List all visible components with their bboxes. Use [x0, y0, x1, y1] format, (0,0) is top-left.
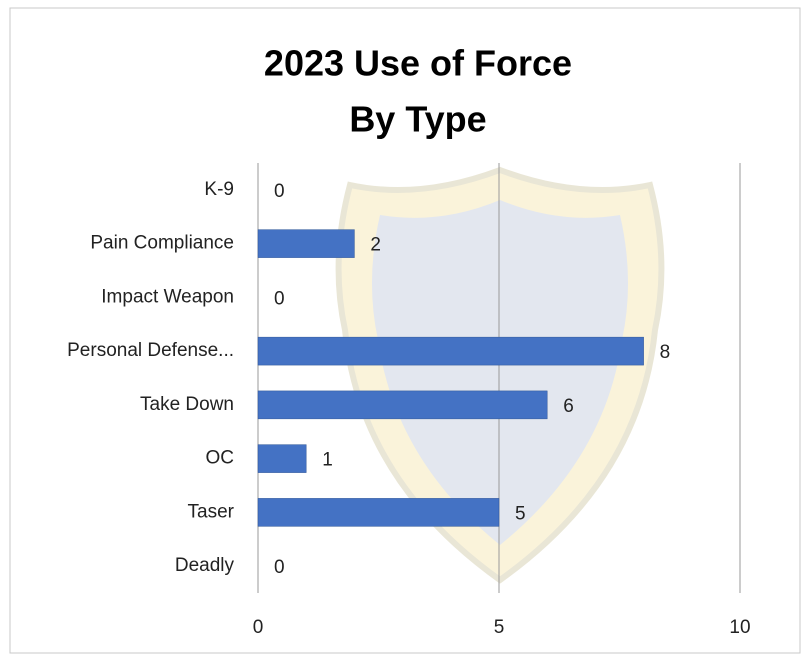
y-tick-label: Impact Weapon: [101, 286, 234, 307]
x-tick-label: 0: [253, 617, 264, 638]
value-label: 2: [370, 235, 381, 256]
bar: [257, 229, 355, 258]
bar: [257, 498, 500, 527]
value-label: 6: [563, 396, 574, 417]
bar: [257, 444, 307, 473]
value-label: 0: [274, 557, 285, 578]
y-tick-label: Personal Defense...: [67, 340, 234, 361]
bar: [257, 390, 548, 420]
value-label: 0: [274, 181, 285, 202]
y-tick-label: OC: [206, 448, 235, 469]
x-tick-label: 5: [494, 617, 505, 638]
chart-title: 2023 Use of Force: [264, 43, 572, 84]
y-tick-label: Pain Compliance: [90, 233, 234, 254]
x-tick-label: 10: [729, 617, 750, 638]
value-label: 8: [660, 342, 671, 363]
value-label: 0: [274, 288, 285, 309]
chart-title: By Type: [349, 99, 486, 140]
bar: [257, 336, 644, 366]
y-tick-label: Take Down: [140, 394, 234, 415]
y-tick-label: Taser: [188, 501, 235, 522]
watermark-badge: [335, 166, 665, 584]
y-tick-label: Deadly: [175, 555, 235, 576]
chart-frame: [9, 7, 801, 654]
value-label: 5: [515, 503, 526, 524]
y-tick-label: K-9: [204, 179, 234, 200]
value-label: 1: [322, 450, 333, 471]
